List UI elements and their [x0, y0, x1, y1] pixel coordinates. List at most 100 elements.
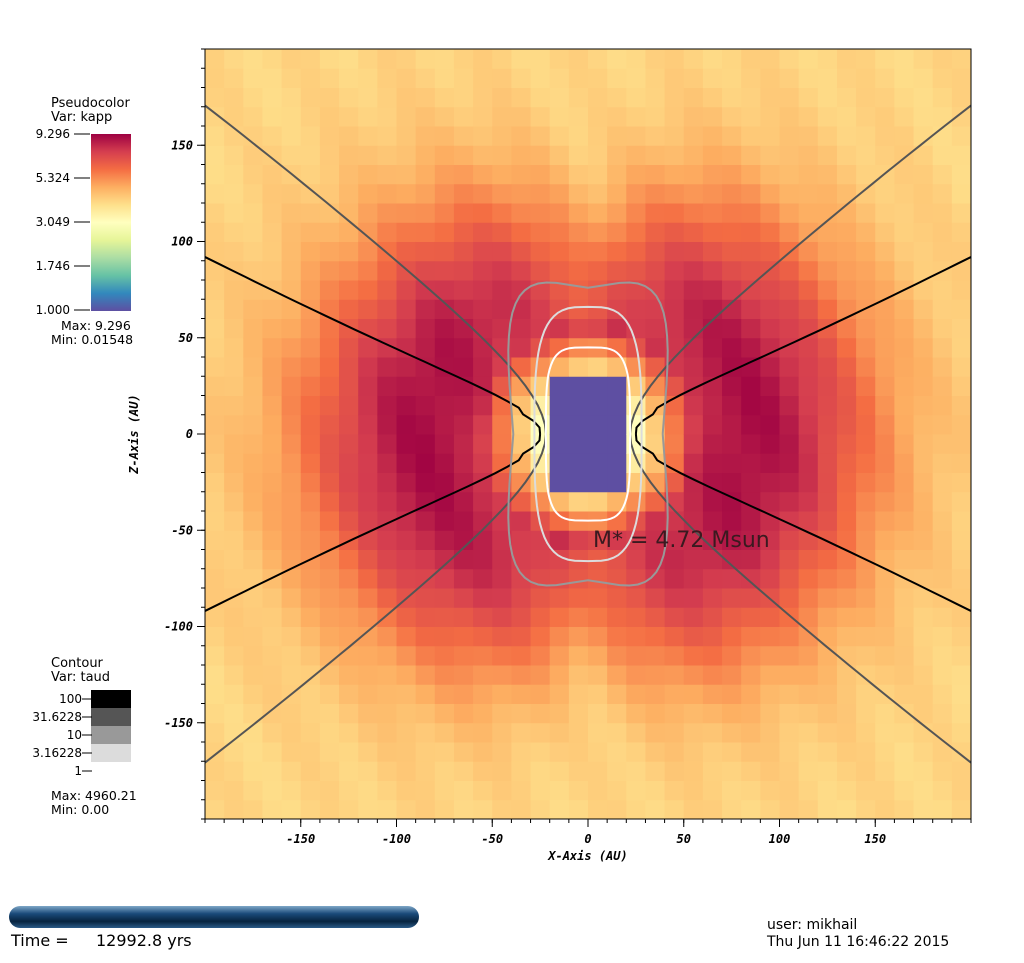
heatmap-cell: [549, 703, 570, 724]
heatmap-cell: [664, 203, 685, 223]
heatmap-cell: [415, 183, 436, 204]
heatmap-cell: [932, 549, 953, 570]
heatmap-cell: [760, 49, 780, 69]
heatmap-cell: [549, 106, 570, 127]
heatmap-cell: [434, 337, 455, 358]
heatmap-cell: [913, 645, 934, 666]
heatmap-cell: [645, 414, 666, 435]
heatmap-cell: [473, 357, 493, 377]
heatmap-cell: [779, 780, 800, 801]
heatmap-cell: [473, 780, 493, 801]
contour-level-label: 10: [66, 728, 82, 742]
heatmap-cell: [262, 318, 283, 339]
heatmap-cell: [224, 780, 244, 801]
heatmap-cell: [645, 145, 666, 165]
heatmap-cell: [856, 568, 876, 589]
heatmap-cell: [453, 414, 474, 435]
heatmap-cell: [856, 780, 876, 801]
heatmap-cell: [626, 703, 646, 724]
heatmap-cell: [588, 357, 608, 377]
heatmap-cell: [243, 260, 263, 281]
heatmap-cell: [358, 260, 378, 281]
heatmap-cell: [607, 472, 627, 493]
heatmap-cell: [568, 530, 589, 550]
heatmap-cell: [530, 164, 551, 185]
heatmap-cell: [664, 780, 685, 801]
heatmap-cell: [319, 665, 340, 685]
heatmap-cell: [760, 568, 780, 589]
heatmap-cell: [530, 183, 551, 204]
heatmap-cell: [224, 434, 244, 454]
heatmap-cell: [339, 742, 359, 762]
heatmap-cell: [932, 511, 953, 531]
heatmap-cell: [358, 761, 378, 781]
heatmap-cell: [932, 626, 953, 647]
heatmap-cell: [224, 357, 244, 377]
heatmap-cell: [396, 395, 417, 416]
heatmap-cell: [664, 87, 685, 108]
heatmap-cell: [415, 318, 436, 339]
heatmap-cell: [932, 703, 953, 724]
heatmap-cell: [779, 434, 800, 454]
heatmap-cell: [358, 588, 378, 608]
heatmap-cell: [300, 530, 321, 550]
heatmap-cell: [415, 453, 436, 473]
heatmap-cell: [396, 145, 417, 165]
heatmap-cell: [473, 106, 493, 127]
heatmap-cell: [319, 280, 340, 300]
heatmap-cell: [875, 87, 895, 108]
heatmap-cell: [415, 222, 436, 242]
heatmap-cell: [224, 106, 244, 127]
heatmap-cell: [243, 780, 263, 801]
contour-lines: [205, 104, 971, 764]
heatmap-cell: [741, 703, 761, 724]
heatmap-cell: [396, 799, 417, 819]
contour-legend-var: Var: taud: [51, 670, 111, 685]
heatmap-cell: [741, 299, 761, 319]
heatmap-cell: [243, 280, 263, 300]
heatmap-cell: [798, 588, 819, 608]
mass-annotation: M* = 4.72 Msun: [593, 528, 770, 553]
y-tick-label: 150: [171, 138, 193, 152]
heatmap-cell: [894, 472, 915, 493]
user-label: user: mikhail: [767, 917, 858, 933]
heatmap-cell: [645, 241, 666, 262]
heatmap-cell: [702, 145, 723, 165]
heatmap-cell: [779, 183, 800, 204]
heatmap-cell: [319, 780, 340, 801]
heatmap-cell: [722, 376, 742, 396]
heatmap-cell: [358, 241, 378, 262]
heatmap-cell: [415, 106, 436, 127]
heatmap-cell: [377, 376, 397, 396]
heatmap-cell: [473, 549, 493, 570]
heatmap-cell: [300, 626, 321, 647]
heatmap-cell: [760, 126, 780, 146]
heatmap-cell: [932, 491, 953, 512]
heatmap-cell: [415, 472, 436, 493]
heatmap-cell: [607, 453, 627, 473]
heatmap-cell: [856, 491, 876, 512]
heatmap-cell: [434, 318, 455, 339]
heatmap-cell: [817, 183, 838, 204]
heatmap-cell: [875, 607, 895, 627]
heatmap-cell: [415, 742, 436, 762]
heatmap-cell: [492, 761, 512, 781]
heatmap-cell: [473, 222, 493, 242]
heatmap-cell: [511, 203, 532, 223]
heatmap-cell: [358, 280, 378, 300]
heatmap-cell: [683, 607, 704, 627]
heatmap-cell: [415, 780, 436, 801]
heatmap-cell: [396, 318, 417, 339]
heatmap-cell: [205, 376, 225, 396]
heatmap-cell: [588, 645, 608, 666]
heatmap-cell: [243, 414, 263, 435]
heatmap-cell: [492, 665, 512, 685]
heatmap-cell: [683, 414, 704, 435]
heatmap-cell: [607, 49, 627, 69]
heatmap-cell: [779, 799, 800, 819]
heatmap-cell: [664, 568, 685, 589]
heatmap-cell: [779, 68, 800, 88]
heatmap-cell: [396, 472, 417, 493]
heatmap-cell: [549, 472, 570, 493]
heatmap-cell: [224, 241, 244, 262]
